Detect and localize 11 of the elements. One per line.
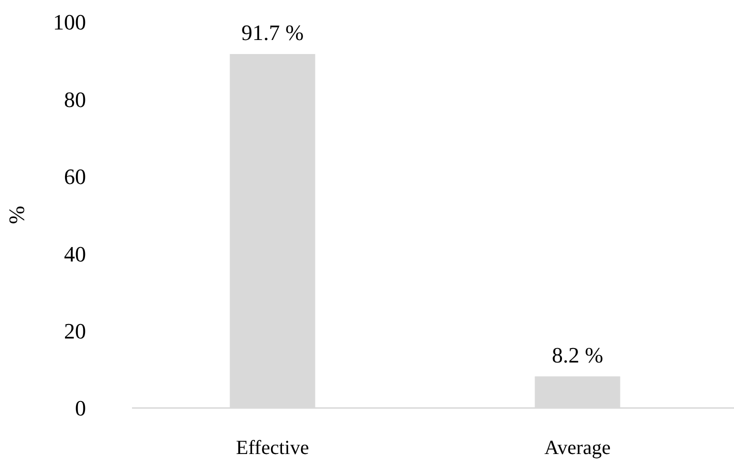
y-tick-label: 60 — [64, 164, 86, 190]
y-tick-label: 0 — [75, 396, 86, 421]
data-label: 8.2 % — [552, 342, 604, 368]
y-axis-title: % — [4, 206, 29, 224]
data-label: 91.7 % — [241, 20, 304, 46]
y-tick-label: 80 — [64, 86, 86, 112]
y-tick-label: 40 — [64, 241, 86, 266]
y-tick-label: 20 — [64, 318, 86, 344]
x-tick-label: Effective — [236, 437, 310, 459]
x-tick-label: Average — [544, 437, 611, 459]
y-tick-label: 100 — [53, 10, 86, 35]
